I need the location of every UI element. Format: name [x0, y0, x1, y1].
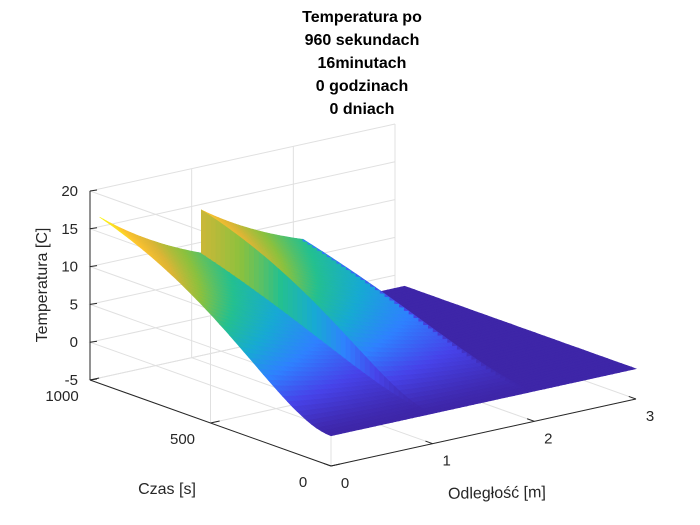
z-tick-3: [89, 265, 98, 268]
surface-patch: [626, 366, 638, 370]
surface-wall: [316, 304, 323, 342]
tick-labels: 0 1 2 3 0 500 1000-5 0 5 10 15 20: [45, 183, 654, 492]
surface-wall: [263, 255, 270, 301]
x-axis-line: [330, 398, 637, 467]
surface-plot: [99, 209, 638, 437]
title-line-4: 0 godzinach: [316, 78, 408, 95]
surface-wall: [302, 290, 308, 330]
surface-wall: [258, 251, 265, 298]
surface-wall: [278, 268, 284, 312]
surface-wall: [220, 222, 226, 270]
z-tick-1: [89, 340, 98, 343]
surface-wall: [229, 229, 236, 277]
surface-wall: [254, 247, 260, 294]
title-line-2: 960 sekundach: [305, 32, 420, 49]
x-tick-1: [425, 440, 433, 445]
surface-wall: [529, 388, 535, 392]
surface-wall: [345, 334, 352, 364]
surface-wall: [287, 276, 294, 319]
z-tick-2: [89, 302, 98, 305]
x-tick-label-0: 0: [341, 475, 349, 492]
title-line-3: 16minutach: [318, 55, 407, 72]
z-tick-label-3: 10: [61, 259, 78, 276]
x-tick-2: [526, 418, 535, 422]
y-tick-label-0: 0: [299, 474, 307, 491]
surface-wall: [249, 243, 255, 291]
x-tick-0: [323, 462, 332, 467]
surface-wall: [273, 263, 279, 308]
surface-wall: [335, 324, 342, 356]
surface-wall: [234, 232, 241, 280]
chart-title: Temperatura po 960 sekundach 16minutach …: [302, 9, 422, 118]
y-tick-1: [210, 420, 220, 424]
y-tick-0: [330, 463, 341, 467]
surface-wall: [210, 215, 217, 264]
x-tick-label-2: 2: [544, 430, 552, 447]
surface-wall: [225, 225, 231, 274]
x-axis-label: Odległość [m]: [448, 484, 546, 503]
surface-wall: [205, 212, 212, 261]
surface-wall: [326, 314, 332, 349]
z-axis-label: Temperatura [C]: [34, 228, 51, 343]
z-tick-label-0: -5: [65, 372, 78, 389]
x-tick-label-3: 3: [646, 408, 654, 425]
x-tick-3: [628, 395, 637, 400]
z-tick-5: [89, 189, 98, 192]
surface-wall: [215, 219, 221, 267]
surface-wall: [239, 236, 245, 284]
surface-wall: [268, 259, 274, 305]
surface-wall: [321, 309, 327, 345]
surface-wall: [292, 281, 299, 323]
title-line-5: 0 dniach: [330, 101, 395, 118]
y-axis-label: Czas [s]: [138, 481, 196, 498]
surface-wall: [201, 209, 207, 257]
y-tick-label-1: 500: [170, 431, 195, 448]
title-line-1: Temperatura po: [302, 9, 422, 26]
y-tick-label-2: 1000: [45, 388, 78, 405]
x-tick-label-1: 1: [442, 453, 450, 470]
surface-wall: [297, 285, 303, 327]
z-tick-label-1: 0: [70, 334, 78, 351]
surface-wall: [311, 299, 318, 338]
z-tick-4: [89, 227, 98, 230]
surface-wall: [427, 410, 433, 414]
z-tick-label-5: 20: [61, 183, 78, 200]
surface-wall: [340, 329, 347, 360]
surface-wall: [244, 240, 250, 287]
z-tick-0: [89, 378, 98, 381]
z-tick-label-4: 15: [61, 221, 78, 238]
surface-wall: [282, 272, 289, 316]
z-tick-label-2: 5: [70, 296, 78, 313]
surface-wall: [306, 294, 313, 334]
